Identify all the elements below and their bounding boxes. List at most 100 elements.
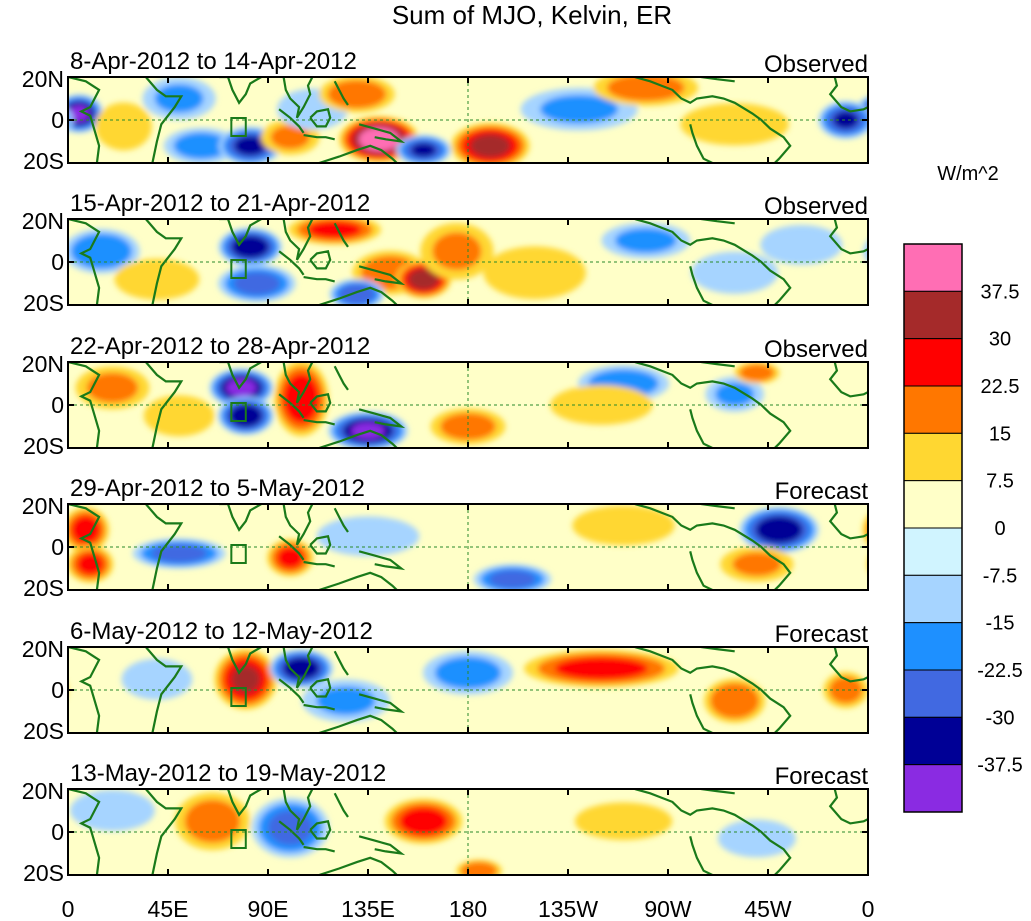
anomaly-field <box>68 789 868 875</box>
coastline <box>828 789 868 825</box>
map-panel: 20N 0 20S 15-Apr-2012 to 21-Apr-2012 Observe… <box>22 190 869 316</box>
coastline <box>282 77 314 119</box>
anomaly-feature <box>593 77 699 106</box>
lat-tick-label: 20N <box>22 351 64 377</box>
anomaly-feature <box>70 789 155 832</box>
anomaly-contour <box>283 657 320 680</box>
anomaly-contour <box>121 658 193 700</box>
anomaly-feature <box>121 658 193 700</box>
colorbar-level-label: 30 <box>989 329 1011 351</box>
coastline <box>309 250 332 270</box>
lat-tick-label: 20S <box>23 575 64 601</box>
anomaly-feature <box>550 385 653 425</box>
coastline <box>309 108 332 128</box>
anomaly-contour <box>572 505 675 546</box>
panel-date-range: 22-Apr-2012 to 28-Apr-2012 <box>70 333 370 360</box>
coastline <box>144 77 184 163</box>
figure-title: Sum of MJO, Kelvin, ER <box>392 0 672 30</box>
anomaly-feature <box>68 229 140 274</box>
coastline <box>634 647 792 733</box>
coastline <box>828 362 868 398</box>
coastline <box>318 714 398 733</box>
anomaly-contour <box>489 570 536 589</box>
anomaly-feature <box>720 546 794 582</box>
coastline <box>318 286 398 305</box>
anomaly-contour <box>316 516 420 557</box>
coastline <box>358 123 406 144</box>
colorbar-swatch <box>903 669 963 718</box>
coastline <box>333 80 349 106</box>
coastline <box>278 393 305 419</box>
coastline <box>697 77 735 83</box>
anomaly-feature <box>218 264 296 303</box>
coastline <box>282 362 314 404</box>
coastline <box>318 429 398 448</box>
anomaly-feature <box>734 362 780 384</box>
anomaly-field <box>68 647 868 733</box>
colorbar-level-label: -30 <box>986 707 1015 729</box>
coastline <box>828 504 868 540</box>
anomaly-field <box>68 77 889 163</box>
anomaly-contour <box>173 132 229 160</box>
coastline <box>68 789 101 875</box>
lon-tick-label: 90E <box>248 896 289 921</box>
lat-tick-label: 0 <box>51 249 64 275</box>
anomaly-feature <box>574 802 673 841</box>
anomaly-feature <box>175 792 250 851</box>
anomaly-contour <box>70 789 155 832</box>
lat-tick-label: 0 <box>51 534 64 560</box>
anomaly-feature <box>680 103 789 146</box>
coastline <box>634 77 792 163</box>
coastline <box>309 535 332 555</box>
anomaly-contour <box>574 802 673 841</box>
anomaly-contour <box>361 129 397 150</box>
lat-tick-label: 0 <box>51 107 64 133</box>
coastline <box>68 77 101 163</box>
colorbar-level-label: -7.5 <box>983 565 1017 587</box>
anomaly-contour <box>95 102 152 151</box>
coastline <box>144 219 184 305</box>
coastline <box>303 560 335 568</box>
coastline <box>278 108 305 134</box>
anomaly-contour <box>869 105 889 121</box>
map-panel: 20N 0 20S 22-Apr-2012 to 28-Apr-2012 Observe… <box>22 333 869 459</box>
colorbar-swatch <box>903 290 963 340</box>
coastline <box>144 504 184 590</box>
colorbar-frame <box>903 243 963 813</box>
coastline <box>282 647 314 689</box>
coastline <box>333 507 349 533</box>
region-box <box>230 117 247 137</box>
anomaly-feature <box>384 798 463 844</box>
anomaly-feature <box>316 516 420 557</box>
lat-tick-label: 0 <box>51 677 64 703</box>
anomaly-contour <box>234 136 267 156</box>
colorbar-swatch <box>903 432 963 482</box>
coastline <box>828 219 868 255</box>
coastline <box>828 647 868 683</box>
panel-kind-label: Forecast <box>775 478 869 505</box>
colorbar-level-label: 22.5 <box>981 376 1020 398</box>
lat-tick-label: 20S <box>23 718 64 744</box>
coastline <box>68 219 101 305</box>
anomaly-feature <box>456 859 503 875</box>
coastline <box>318 856 398 875</box>
coastline <box>278 678 305 704</box>
anomaly-contour <box>460 861 498 875</box>
coastlines <box>68 647 868 733</box>
anomaly-feature <box>450 122 530 163</box>
region-box <box>230 259 247 279</box>
coastline <box>697 362 735 368</box>
lat-tick-label: 20S <box>23 148 64 174</box>
anomaly-contour <box>86 372 139 403</box>
colorbar: 37.5 30 22.5 15 7.5 0 -7.5 -15 -22.5 -30 -37.5 <box>903 243 1023 813</box>
anomaly-field <box>68 362 868 448</box>
coastline <box>333 792 349 818</box>
anomaly-contour <box>550 385 653 425</box>
panel-kind-label: Observed <box>764 193 868 220</box>
lon-tick-label: 90W <box>644 896 692 921</box>
coastline <box>333 650 349 676</box>
region-box <box>230 687 247 707</box>
longitude-axis: 0 45E 90E 135E 180 135W 90W 45W 0 <box>62 896 875 921</box>
coastline <box>634 504 792 590</box>
